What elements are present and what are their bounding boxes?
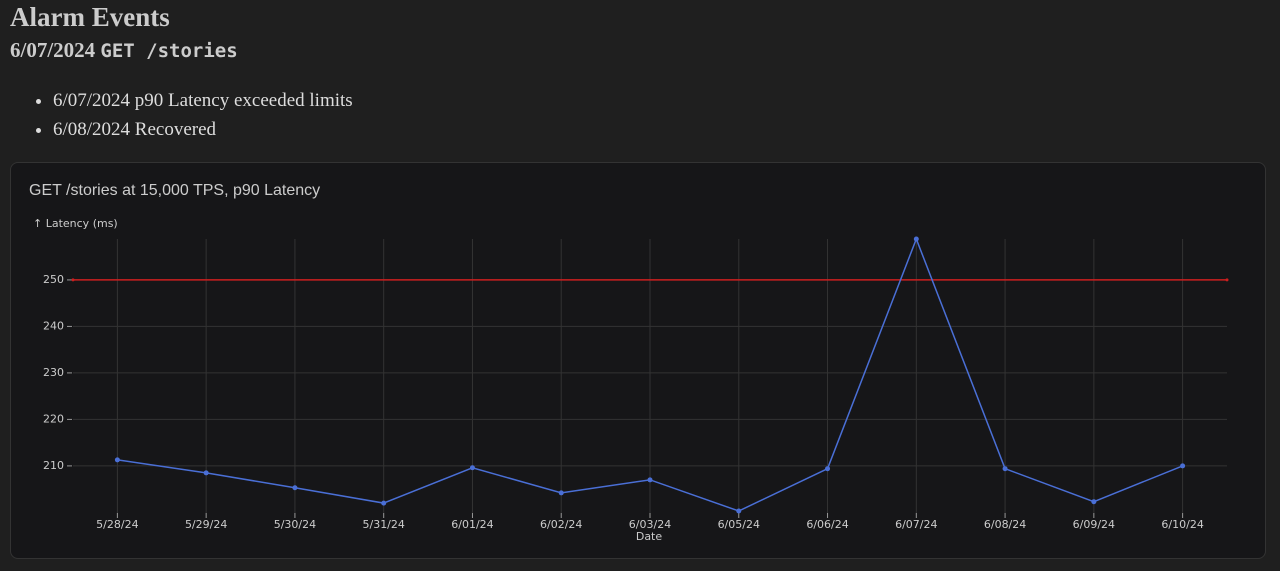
point [736,508,742,514]
point [647,477,653,483]
date: 6/07/2024 [10,38,96,62]
point [469,465,475,471]
point [292,485,298,491]
chart-title: GET /stories at 15,000 TPS, p90 Latency [29,182,320,199]
point [825,466,831,472]
y-tick-label: 210 [43,459,64,472]
subtitle: 6/07/2024 GET /stories [10,38,238,63]
x-tick-label: 5/29/24 [185,518,227,531]
point [558,490,564,496]
point [913,236,919,242]
x-tick-label: 5/28/24 [96,518,138,531]
threshold-end [1225,278,1229,282]
event: 6/07/2024 p90 Latency exceeded limits [53,86,353,115]
x-tick-label: 6/09/24 [1073,518,1115,531]
y-tick-label: 220 [43,412,64,425]
threshold-end [71,278,75,282]
x-tick-label: 6/01/24 [451,518,493,531]
x-tick-label: 6/10/24 [1161,518,1203,531]
endpoint: GET /stories [100,40,238,62]
point [1002,466,1008,472]
page-title: Alarm Events [10,2,170,32]
point [1091,499,1097,505]
event: 6/08/2024 Recovered [53,115,353,144]
x-tick-label: 6/03/24 [629,518,671,531]
x-tick-label: 5/31/24 [362,518,404,531]
chart-card: GET /stories at 15,000 TPS, p90 Latency … [10,162,1266,559]
x-tick-label: 6/02/24 [540,518,582,531]
point [203,470,209,476]
x-axis-label: Date [636,530,663,543]
x-tick-label: 6/08/24 [984,518,1026,531]
y-tick-label: 240 [43,319,64,332]
y-axis-label: ↑ Latency (ms) [33,217,118,230]
event-list: 6/07/2024 p90 Latency exceeded limits 6/… [10,86,353,144]
x-tick-label: 6/06/24 [806,518,848,531]
y-tick-label: 230 [43,366,64,379]
y-tick-label: 250 [43,273,64,286]
x-tick-label: 5/30/24 [274,518,316,531]
point [381,500,387,506]
x-tick-label: 6/05/24 [718,518,760,531]
point [114,457,120,463]
point [1180,463,1186,469]
x-tick-label: 6/07/24 [895,518,937,531]
chart: GET /stories at 15,000 TPS, p90 Latency … [29,182,1229,543]
